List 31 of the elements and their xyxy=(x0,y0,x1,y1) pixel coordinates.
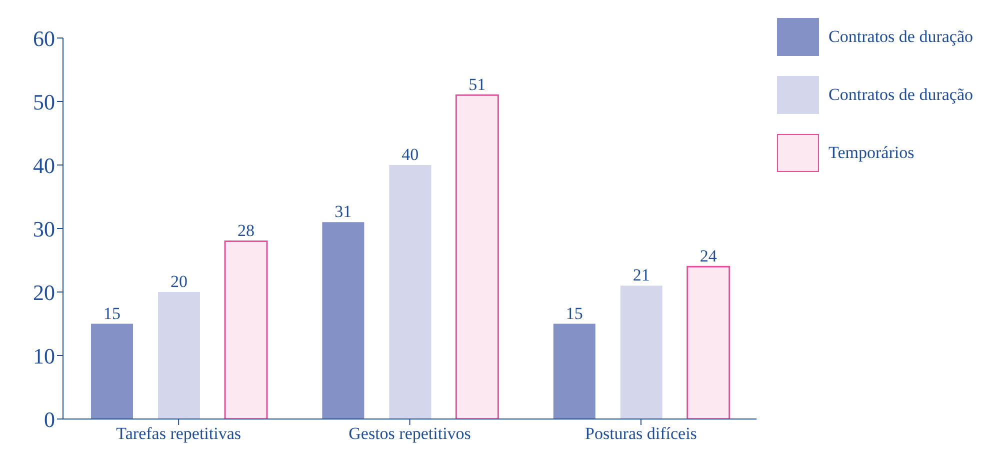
bar xyxy=(553,324,596,419)
legend-label: Temporários xyxy=(828,143,914,163)
data-label: 21 xyxy=(632,266,650,285)
bar xyxy=(455,94,499,419)
bar xyxy=(389,165,432,419)
bar xyxy=(158,292,200,419)
y-tick-label: 20 xyxy=(33,280,55,305)
x-tick-label: Posturas difíceis xyxy=(585,424,697,444)
data-label: 15 xyxy=(104,304,120,323)
x-tick-label: Gestos repetitivos xyxy=(348,424,471,444)
y-tick-label: 60 xyxy=(33,26,55,51)
bar xyxy=(686,266,730,419)
x-tick-label: Tarefas repetitivas xyxy=(116,424,242,444)
legend-label: Contratos de duração xyxy=(828,27,973,47)
bar xyxy=(322,222,364,419)
bar xyxy=(620,286,662,419)
data-label: 31 xyxy=(334,202,352,222)
y-tick-label: 30 xyxy=(33,216,55,242)
bar xyxy=(91,324,133,419)
data-label: 15 xyxy=(566,304,583,323)
bar xyxy=(224,240,268,419)
data-label: 51 xyxy=(468,75,486,94)
data-label: 28 xyxy=(238,221,254,240)
y-tick-label: 50 xyxy=(33,89,55,114)
data-label: 40 xyxy=(402,145,419,164)
legend-label: Contratos de duração xyxy=(828,85,973,105)
data-label: 24 xyxy=(700,246,718,266)
data-label: 20 xyxy=(170,272,188,291)
y-tick-label: 0 xyxy=(44,406,55,432)
y-tick-label: 40 xyxy=(33,152,55,178)
y-tick-label: 10 xyxy=(33,343,55,368)
